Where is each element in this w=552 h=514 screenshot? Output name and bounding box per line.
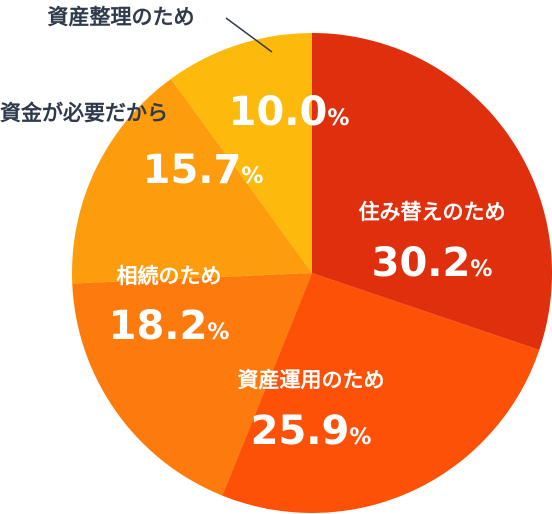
slice-value-sozoku: 18.2% <box>109 303 230 349</box>
slice-value-shikin-hitsuyo: 15.7% <box>143 147 264 193</box>
pie-slice-4 <box>170 33 312 273</box>
pie-slice-3 <box>71 78 312 284</box>
slice-label-shisan-seiri: 資産整理のため <box>48 5 195 29</box>
leader-line-shisan-seiri <box>225 17 273 53</box>
slice-label-shisan-unyo: 資産運用のため <box>238 368 385 392</box>
pie-slices <box>71 33 552 514</box>
pie-slice-2 <box>72 273 312 496</box>
slice-label-sumikae: 住み替えのため <box>359 200 506 224</box>
slice-value-shisan-seiri: 10.0% <box>229 89 350 135</box>
pie-slice-1 <box>222 273 540 514</box>
slice-value-shisan-unyo: 25.9% <box>251 408 372 454</box>
slice-value-sumikae: 30.2% <box>372 240 493 286</box>
slice-label-shikin-hitsuyo: 資金が必要だから <box>0 101 168 125</box>
slice-label-sozoku: 相続のため <box>117 264 222 288</box>
pie-slice-0 <box>312 33 552 351</box>
